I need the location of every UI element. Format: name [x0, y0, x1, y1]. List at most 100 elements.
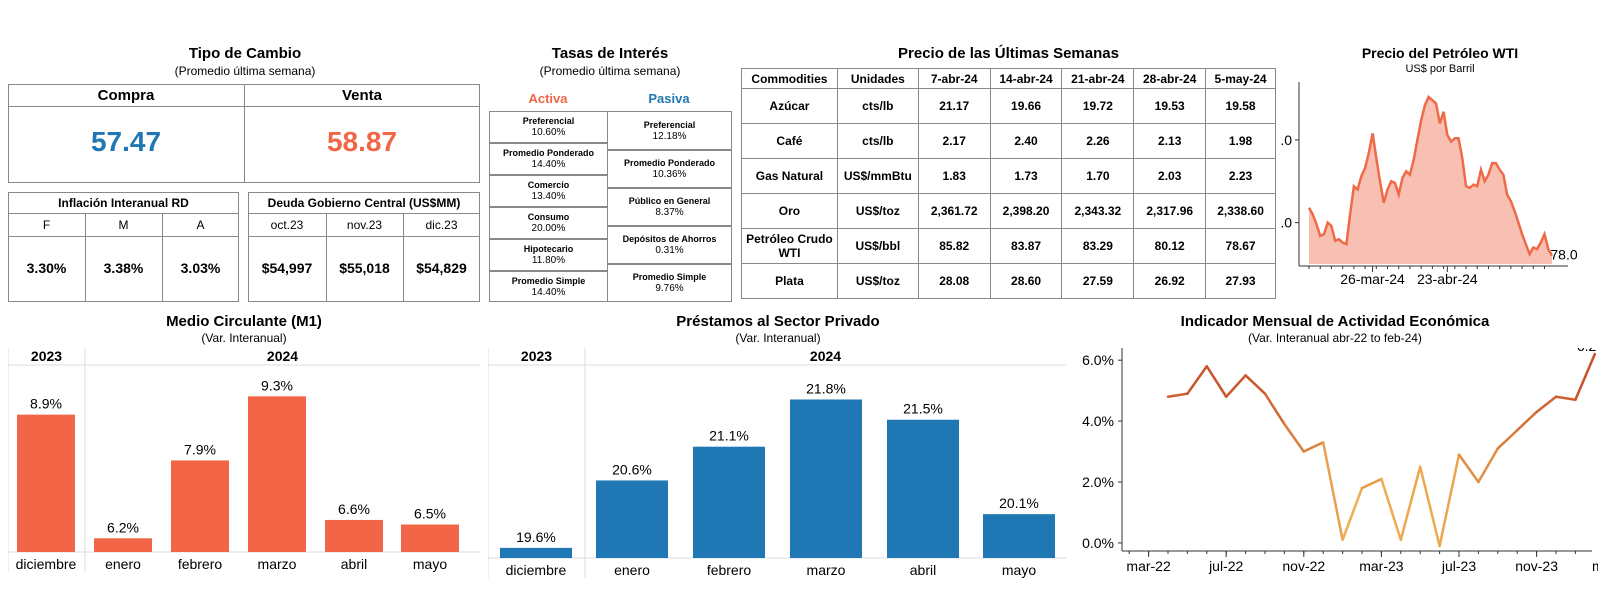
imae-line-segment	[1457, 453, 1480, 484]
rate-name: Preferencial	[643, 119, 696, 130]
bar-category-label: diciembre	[16, 556, 77, 572]
imae-line-segment	[1166, 392, 1189, 398]
sell-label: Venta	[341, 87, 383, 104]
wti-y-tick-label: 80.0	[1280, 215, 1292, 231]
bar-value-label: 20.6%	[612, 461, 652, 477]
bar-value-label: 21.8%	[806, 380, 846, 396]
rate-active-item: Promedio Simple 14.40%	[489, 271, 608, 302]
bar-group-label: 2023	[31, 348, 62, 364]
commodity-price: 28.08	[917, 263, 991, 299]
commodity-price: 78.67	[1205, 228, 1276, 264]
commodity-price: 21.17	[917, 88, 991, 124]
commodity-price: 2,338.60	[1205, 193, 1276, 229]
commodities-header-cell: 14-abr-24	[989, 68, 1063, 89]
imae-line-segment	[1438, 453, 1461, 548]
imae-line-segment	[1399, 465, 1422, 542]
bar-group-label: 2024	[267, 348, 298, 364]
debt-value: $54,829	[416, 260, 467, 276]
bar-value-label: 21.5%	[903, 401, 943, 417]
bar-category-label: marzo	[807, 562, 846, 578]
imae-line-segment	[1418, 465, 1441, 548]
imae-line-segment	[1244, 374, 1267, 395]
imae-x-tick-label: jul-23	[1441, 558, 1476, 574]
commodity-unit: US$/mmBtu	[836, 158, 919, 194]
rates-subtitle: (Promedio última semana)	[539, 64, 681, 78]
commodities-header-row: Commodities Unidades 7-abr-24 14-abr-24 21-a…	[741, 68, 1276, 89]
commodity-price: 19.53	[1133, 88, 1207, 124]
inflation-col-divider-1	[85, 213, 86, 302]
loans-subtitle: (Var. Interanual)	[735, 331, 821, 345]
commodity-row: Café cts/lb 2.17 2.40 2.26 2.13 1.98	[741, 123, 1276, 159]
bar-category-label: mayo	[1002, 562, 1036, 578]
rate-value: 8.37%	[655, 207, 684, 218]
commodity-price: 83.29	[1061, 228, 1135, 264]
bar-value-label: 7.9%	[184, 441, 216, 457]
commodity-price: 83.87	[989, 228, 1063, 264]
debt-divider-2	[248, 236, 480, 237]
bar	[887, 419, 959, 558]
commodity-row: Plata US$/toz 28.08 28.60 27.59 26.92 27.93	[741, 263, 1276, 299]
rate-name: Preferencial	[522, 116, 575, 126]
imae-y-tick-label: 6.0%	[1082, 352, 1114, 368]
commodities-header-cell: 5-may-24	[1205, 68, 1276, 89]
commodities-title: Precio de las Últimas Semanas	[898, 45, 1119, 62]
commodity-price: 85.82	[917, 228, 991, 264]
commodity-price: 19.66	[989, 88, 1063, 124]
commodity-unit: US$/toz	[836, 263, 919, 299]
bar	[693, 446, 765, 558]
commodities-body: Azúcar cts/lb 21.17 19.66 19.72 19.53 19.58 Caf…	[741, 88, 1276, 299]
inflation-box	[8, 192, 239, 302]
exchange-subtitle: (Promedio última semana)	[174, 64, 316, 78]
commodity-name: Plata	[741, 263, 838, 299]
commodity-price: 2,398.20	[989, 193, 1063, 229]
debt-value: $54,997	[261, 260, 313, 276]
rate-value: 20.00%	[531, 223, 566, 234]
rate-value: 9.76%	[655, 283, 684, 294]
commodities-header-cell: Commodities	[741, 68, 838, 89]
debt-month: nov.23	[346, 218, 383, 232]
debt-value: $55,018	[339, 260, 390, 276]
bar-group-label: 2024	[810, 348, 841, 364]
commodity-price: 19.72	[1061, 88, 1135, 124]
commodity-name: Azúcar	[741, 88, 838, 124]
commodity-price: 2.03	[1133, 158, 1207, 194]
wti-subtitle: US$ por Barril	[1405, 63, 1475, 75]
bar-value-label: 8.9%	[30, 396, 62, 412]
bar	[596, 480, 668, 558]
imae-line-segment	[1205, 365, 1228, 398]
rate-active-item: Promedio Ponderado 14.40%	[489, 143, 608, 175]
imae-line-segment	[1535, 395, 1558, 414]
commodity-name: Petróleo Crudo WTI	[741, 228, 838, 264]
rate-passive-item: Depósitos de Ahorros 0.31%	[607, 226, 732, 264]
commodity-name: Gas Natural	[741, 158, 838, 194]
imae-last-value-label: 6.2%	[1577, 348, 1598, 354]
commodity-price: 1.70	[1061, 158, 1135, 194]
imae-line-segment	[1554, 395, 1577, 402]
commodity-row: Azúcar cts/lb 21.17 19.66 19.72 19.53 19.58	[741, 88, 1276, 124]
imae-y-tick-label: 0.0%	[1082, 535, 1114, 551]
rate-name: Comercio	[527, 180, 570, 190]
bar	[790, 399, 862, 558]
rate-active-item: Consumo 20.00%	[489, 207, 608, 239]
commodities-table: Commodities Unidades 7-abr-24 14-abr-24 21-a…	[741, 68, 1276, 299]
rates-passive-label: Pasiva	[648, 91, 690, 106]
bar-category-label: mayo	[413, 556, 447, 572]
bar	[171, 460, 229, 552]
loans-chart: 2023 2024 19.6% diciembre 20.6% enero 21.1% feb…	[488, 348, 1066, 578]
inflation-month: M	[118, 218, 129, 232]
rate-name: Promedio Ponderado	[623, 158, 715, 168]
rate-value: 0.31%	[655, 245, 684, 256]
m1-title: Medio Circulante (M1)	[166, 313, 322, 330]
commodity-row: Petróleo Crudo WTI US$/bbl 85.82 83.87 83.29…	[741, 228, 1276, 264]
bar-category-label: enero	[105, 556, 141, 572]
rate-name: Promedio Ponderado	[502, 148, 594, 158]
bar-value-label: 19.6%	[516, 529, 556, 545]
rate-value: 14.40%	[531, 286, 566, 298]
commodity-price: 2,361.72	[917, 193, 991, 229]
imae-line-segment	[1574, 352, 1597, 402]
commodity-row: Gas Natural US$/mmBtu 1.83 1.73 1.70 2.03 2.23	[741, 158, 1276, 194]
bar	[17, 414, 75, 552]
wti-chart: 80.0 85.0 26-mar-24 23-abr-24 78.0	[1280, 82, 1578, 286]
commodity-price: 1.73	[989, 158, 1063, 194]
commodity-row: Oro US$/toz 2,361.72 2,398.20 2,343.32 2,317.…	[741, 193, 1276, 229]
